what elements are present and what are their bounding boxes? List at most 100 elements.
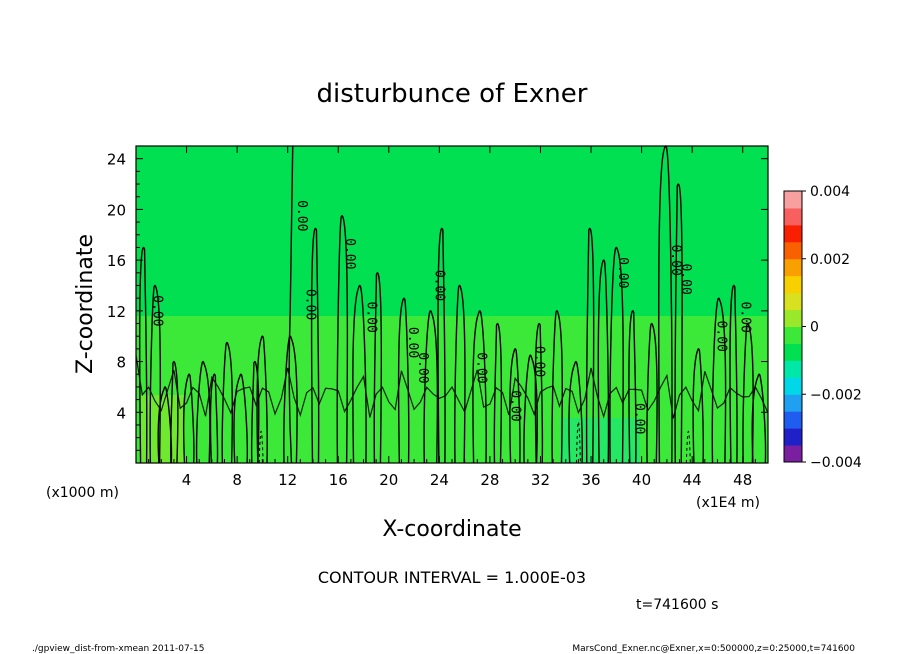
contour-line bbox=[256, 335, 268, 464]
x-tick-label: 16 bbox=[329, 471, 348, 489]
x-axis-ticks: 4 8 12 16 20 24 28 32 36 40 44 48 bbox=[148, 146, 756, 489]
contour-label: 0.00 bbox=[342, 238, 357, 269]
x-tick-label: 12 bbox=[278, 471, 297, 489]
colorbar-swatch bbox=[784, 411, 802, 429]
contour-line bbox=[352, 284, 367, 464]
colorbar-tick-label: −0.002 bbox=[810, 387, 862, 403]
contour-line bbox=[551, 310, 563, 464]
colorbar-swatch bbox=[784, 343, 802, 361]
contour-label: 0.00 bbox=[668, 244, 683, 275]
colorbar-swatch bbox=[784, 360, 802, 378]
x-tick-label: 20 bbox=[379, 471, 398, 489]
contour-line bbox=[310, 227, 320, 464]
x-axis-unit: (x1E4 m) bbox=[696, 495, 760, 511]
colorbar-tick-label: −0.004 bbox=[810, 455, 862, 471]
contour-line bbox=[157, 386, 173, 464]
contour-label: 0.00 bbox=[432, 270, 447, 301]
colorbar-tick-label: 0.002 bbox=[810, 252, 850, 268]
x-tick-label: 40 bbox=[632, 471, 651, 489]
y-tick-label: 20 bbox=[107, 201, 126, 219]
contour-line bbox=[221, 341, 234, 464]
contour-line bbox=[674, 183, 683, 464]
contour-line bbox=[646, 322, 658, 464]
contour-label: 0.00 bbox=[507, 390, 522, 421]
contour-label: 0.00 bbox=[405, 327, 420, 358]
contour-line bbox=[288, 145, 294, 464]
contour-line bbox=[628, 310, 637, 464]
contour-line bbox=[454, 284, 466, 464]
contour-line bbox=[751, 373, 767, 464]
colorbar-tick-label: 0 bbox=[810, 320, 819, 336]
y-tick-label: 4 bbox=[116, 404, 126, 422]
contour-label: 0.00 bbox=[531, 346, 546, 377]
colorbar-swatch bbox=[784, 377, 802, 395]
x-tick-label: 4 bbox=[182, 471, 192, 489]
negative-contour-line bbox=[258, 430, 264, 464]
colorbar-swatch bbox=[784, 241, 802, 260]
x-tick-label: 48 bbox=[733, 471, 752, 489]
contour-label: 0.00 bbox=[473, 352, 488, 383]
contour-interval-text: CONTOUR INTERVAL = 1.000E-03 bbox=[318, 568, 586, 587]
x-tick-label: 32 bbox=[531, 471, 550, 489]
negative-contour-line bbox=[685, 430, 691, 464]
y-axis-label: Z-coordinate bbox=[73, 234, 98, 374]
y-axis-unit: (x1000 m) bbox=[46, 485, 119, 501]
contour-line bbox=[534, 322, 544, 464]
contour-label: 0.00 bbox=[713, 321, 728, 352]
contour-label: 0.00 bbox=[363, 302, 378, 333]
contour-line bbox=[373, 272, 383, 464]
colorbar-swatch bbox=[784, 275, 802, 294]
contour-label: 0.00 bbox=[631, 403, 646, 434]
colorbar: 0.004 0.002 0 −0.002 −0.004 bbox=[783, 184, 862, 471]
contour-line bbox=[183, 373, 195, 464]
contour-label: 0.00 bbox=[678, 263, 693, 294]
negative-patch bbox=[560, 418, 640, 463]
contour-line bbox=[609, 246, 624, 464]
y-axis-ticks: 4 8 12 16 20 24 bbox=[107, 151, 768, 451]
contour-lines bbox=[135, 145, 769, 464]
contour-label: 0.00 bbox=[615, 257, 630, 288]
colorbar-swatch bbox=[784, 191, 802, 209]
contour-line bbox=[233, 373, 248, 464]
contour-line bbox=[509, 348, 521, 464]
contour-line bbox=[729, 284, 738, 464]
time-label: t=741600 s bbox=[636, 597, 718, 613]
contour-line bbox=[585, 227, 595, 464]
contour-label: 0.00 bbox=[737, 302, 752, 333]
colorbar-swatch bbox=[784, 292, 802, 311]
contour-label: 0.00 bbox=[294, 200, 309, 231]
negative-contour-line bbox=[575, 421, 581, 464]
contour-line bbox=[149, 284, 162, 464]
footer-left: ./gpview_dist-from-xmean 2011-07-15 bbox=[32, 644, 204, 654]
y-tick-label: 12 bbox=[107, 303, 126, 321]
x-tick-label: 44 bbox=[683, 471, 702, 489]
contour-label: 0.00 bbox=[150, 295, 165, 326]
y-tick-label: 24 bbox=[107, 151, 126, 169]
x-tick-label: 8 bbox=[232, 471, 242, 489]
y-tick-label: 16 bbox=[107, 252, 126, 270]
contour-line bbox=[568, 360, 583, 464]
contour-line-low bbox=[135, 355, 769, 419]
contour-line bbox=[336, 215, 349, 464]
x-tick-label: 24 bbox=[430, 471, 449, 489]
colorbar-swatch bbox=[784, 309, 802, 327]
colorbar-swatch bbox=[784, 258, 802, 277]
x-tick-label: 28 bbox=[480, 471, 499, 489]
contour-label: 0.00 bbox=[303, 289, 318, 320]
contour-line bbox=[437, 227, 446, 464]
colorbar-swatch bbox=[784, 394, 802, 412]
colorbar-swatch bbox=[784, 207, 802, 226]
colorbar-tick-label: 0.004 bbox=[810, 184, 850, 200]
colorbar-swatch bbox=[784, 224, 802, 243]
contour-labels: 0.000.000.000.000.000.000.000.000.000.00… bbox=[150, 200, 753, 434]
y-tick-label: 8 bbox=[116, 354, 126, 372]
contour-line bbox=[523, 354, 538, 464]
lower-positive-field bbox=[136, 316, 768, 463]
contour-line bbox=[283, 335, 298, 464]
contour-line bbox=[170, 360, 179, 464]
x-axis-label: X-coordinate bbox=[382, 517, 521, 542]
contour-line bbox=[597, 259, 610, 464]
contour-label: 0.00 bbox=[415, 352, 430, 383]
chart-title: disturbunce of Exner bbox=[317, 79, 588, 109]
